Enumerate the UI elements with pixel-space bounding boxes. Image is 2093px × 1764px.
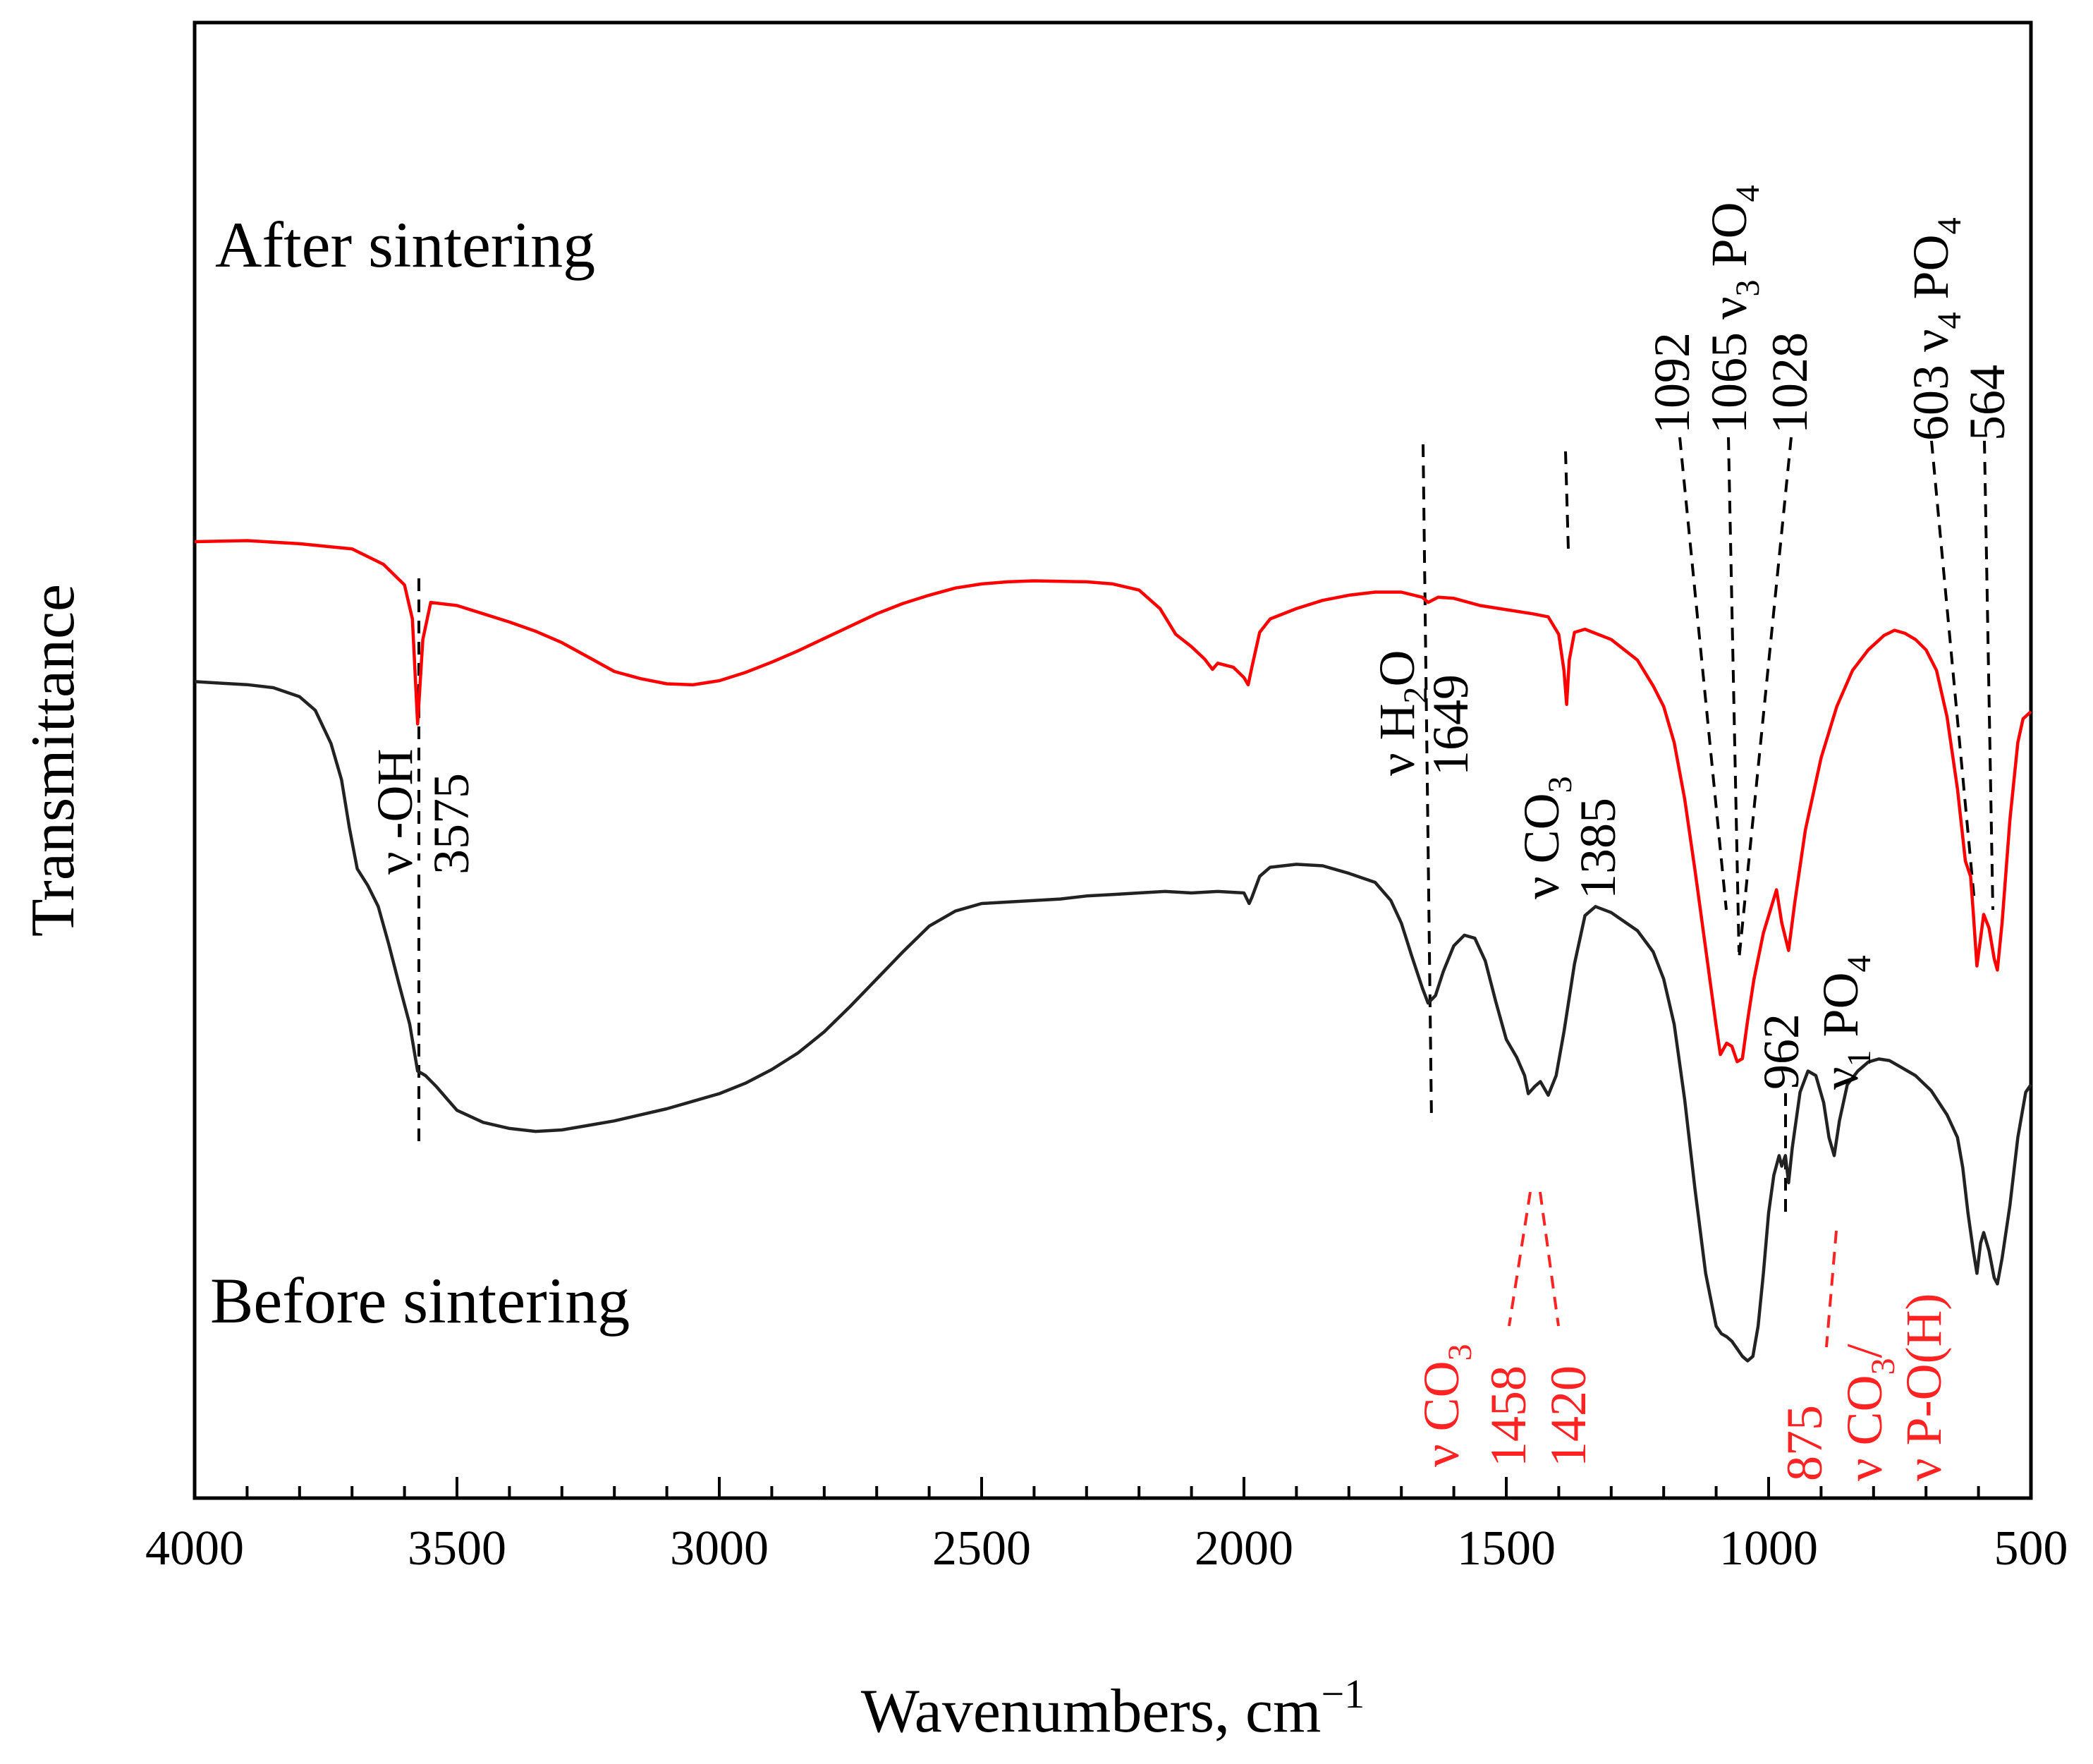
annotation-co3c: 875 ν CO3/ν P-O(H) [1776, 1293, 1952, 1481]
x-axis-tick-labels: 4000 3500 3000 2500 2000 1500 1000 500 [145, 1521, 2068, 1576]
annotation-text: ν [1812, 1066, 1869, 1090]
annotation-leader-line [1930, 440, 1976, 904]
annotation-text: ν CO [1513, 793, 1570, 899]
annotation-text: ν -OH [367, 748, 423, 875]
series-label-before-sintering: Before sintering [210, 1265, 630, 1337]
annotation-line: ν CO3 [1513, 776, 1579, 899]
x-tick-label: 1000 [1719, 1521, 1818, 1576]
annotation-leader-line [1539, 1191, 1560, 1327]
annotation-line: ν CO3/ [1836, 1344, 1902, 1481]
annotation-line: ν CO3 [1413, 1344, 1479, 1467]
annotation-text: 564 [1959, 365, 2015, 441]
annotation-text-tail: O [1369, 650, 1425, 686]
annotation-line: 1458 [1480, 1365, 1537, 1467]
annotation-text-tail: PO [1903, 234, 1959, 312]
annotation-subscript: 4 [1931, 217, 1968, 234]
x-tick-label: 500 [1994, 1521, 2068, 1576]
annotation-subscript: 2 [1397, 686, 1434, 703]
annotation-line: 1092 [1644, 332, 1700, 434]
annotation-line: 1385 [1570, 798, 1626, 899]
x-axis-label-unit-exponent: −1 [1321, 1671, 1365, 1717]
annotation-text: 1458 [1480, 1365, 1537, 1467]
annotation-leader-line [1564, 451, 1570, 551]
annotation-line: 875 [1776, 1405, 1833, 1481]
x-axis-label-text: Wavenumbers, cm [861, 1677, 1322, 1746]
annotation-subscript: 3 [1441, 1344, 1479, 1361]
annotation-line: ν -OH [367, 748, 423, 875]
annotation-line: 962 [1753, 1014, 1810, 1090]
annotation-line: ν H2O [1369, 650, 1434, 776]
annotation-text: 1420 [1540, 1365, 1597, 1467]
annotation-leader-line [1738, 437, 1793, 960]
annotation-text: ν CO [1836, 1375, 1893, 1481]
annotation-line: 1420 [1540, 1365, 1597, 1467]
x-tick-label: 2500 [932, 1521, 1031, 1576]
annotation-text-tail: / [1836, 1344, 1893, 1358]
series-line-before-sintering [194, 680, 2032, 1363]
annotation-line: 1028 [1762, 332, 1818, 434]
annotation-leader-line [1422, 444, 1433, 1122]
annotation-text: ν H [1369, 703, 1425, 776]
annotation-text: 1385 [1570, 798, 1626, 899]
annotation-leader-line [1678, 437, 1728, 911]
annotation-leader-line [1983, 440, 1994, 911]
annotation-leader-lines [417, 437, 1994, 1348]
x-tick-label: 3000 [670, 1521, 769, 1576]
annotation-subscript: 1 [1841, 1050, 1878, 1066]
annotation-text: 1028 [1762, 332, 1818, 434]
annotation-text-tail: PO [1701, 202, 1757, 279]
annotation-line: ν P-O(H) [1896, 1293, 1952, 1481]
plot-frame [193, 20, 2033, 1500]
annotation-text: 1092 [1644, 332, 1700, 434]
annotation-text: 875 [1776, 1405, 1833, 1481]
annotation-leader-line [1508, 1191, 1532, 1327]
y-axis-label: Transmittance [19, 584, 87, 937]
annotation-text: 3575 [423, 773, 480, 875]
annotation-leader-line [1825, 1230, 1838, 1348]
x-axis-ticks [193, 1477, 2032, 1498]
annotation-leader-line [1727, 437, 1740, 953]
annotation-text: 603 ν [1903, 329, 1959, 441]
annotation-text: ν CO [1413, 1361, 1470, 1467]
series-lines [194, 539, 2032, 1363]
x-tick-label: 3500 [408, 1521, 506, 1576]
annotation-subscript: 4 [1931, 312, 1968, 329]
annotation-text: 1065 ν [1701, 296, 1757, 434]
annotation-text: 962 [1753, 1014, 1810, 1090]
series-label-after-sintering: After sintering [215, 209, 595, 281]
x-tick-label: 2000 [1195, 1521, 1293, 1576]
annotation-subscript: 3 [1729, 279, 1766, 296]
annotation-subscript: 3 [1865, 1358, 1902, 1375]
annotation-line: 1065 ν3 PO4 [1701, 185, 1766, 434]
annotation-text: 1649 [1422, 674, 1479, 776]
annotation-subscript: 4 [1729, 185, 1766, 202]
annotation-subscript: 3 [1542, 776, 1579, 793]
x-tick-label: 4000 [145, 1521, 244, 1576]
annotation-line: 3575 [423, 773, 480, 875]
annotation-text-tail: PO [1812, 972, 1869, 1050]
annotation-line: 564 [1959, 365, 2015, 441]
series-line-after-sintering [194, 539, 2032, 1064]
annotation-line: 1649 [1422, 674, 1479, 776]
annotation-line: 603 ν4 PO4 [1903, 217, 1968, 441]
annotation-v1: 962 ν1 PO4 [1753, 955, 1878, 1090]
annotation-subscript: 4 [1841, 955, 1878, 972]
annotation-line: ν1 PO4 [1812, 955, 1878, 1090]
annotation-oh: ν -OH 3575 [367, 748, 480, 875]
x-tick-label: 1500 [1457, 1521, 1556, 1576]
x-axis-label: Wavenumbers, cm−1 [861, 1671, 1365, 1746]
annotation-text: ν P-O(H) [1896, 1293, 1952, 1481]
